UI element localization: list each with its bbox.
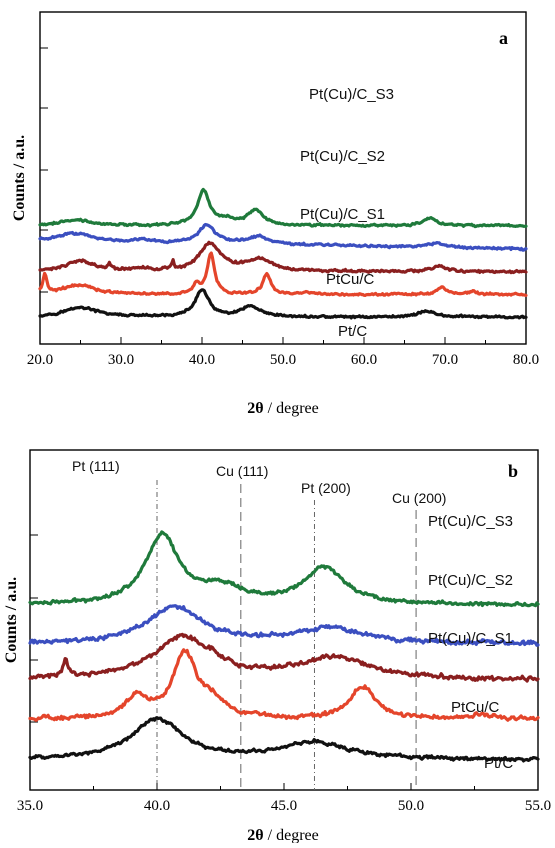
x-ticks-a: 20.0 30.0 40.0 50.0 60.0 70.0 80.0 bbox=[27, 337, 539, 368]
curves-a bbox=[38, 187, 528, 320]
x-axis-label-b: 2θ / degree bbox=[247, 827, 318, 843]
y-axis-label-a: Counts / a.u. bbox=[11, 135, 28, 221]
series-label-b-pt-cu-c-s1: Pt(Cu)/C_S1 bbox=[428, 630, 513, 647]
series-line-a-pt-cu-c-s3 bbox=[38, 187, 528, 229]
reference-label-pt-200: Pt (200) bbox=[301, 480, 351, 496]
x-tick-label-a-4: 60.0 bbox=[351, 352, 377, 368]
series-label-a-pt-cu-c-s2: Pt(Cu)/C_S2 bbox=[300, 148, 385, 165]
series-label-a-pt-c: Pt/C bbox=[338, 323, 367, 340]
series-label-b-pt-c: Pt/C bbox=[484, 755, 513, 772]
series-label-a-ptcu-c: PtCu/C bbox=[326, 271, 375, 288]
x-axis-label-a-symbol: 2θ bbox=[247, 400, 263, 417]
series-labels-b: Pt/C PtCu/C Pt(Cu)/C_S1 Pt(Cu)/C_S2 Pt(Cu)/C… bbox=[428, 513, 513, 772]
panel-label-a: a bbox=[499, 28, 508, 48]
series-label-b-ptcu-c: PtCu/C bbox=[451, 699, 500, 716]
reference-label-cu-200: Cu (200) bbox=[392, 490, 446, 506]
x-tick-label-b-4: 55.0 bbox=[525, 798, 551, 814]
x-tick-label-a-3: 50.0 bbox=[270, 352, 296, 368]
x-tick-label-a-1: 30.0 bbox=[108, 352, 134, 368]
y-ticks-a bbox=[40, 47, 48, 293]
x-tick-label-a-5: 70.0 bbox=[432, 352, 458, 368]
reference-label-cu-111: Cu (111) bbox=[216, 463, 268, 479]
series-label-b-pt-cu-c-s3: Pt(Cu)/C_S3 bbox=[428, 513, 513, 530]
series-line-a-pt-cu-c-s2 bbox=[38, 222, 528, 252]
x-tick-label-b-1: 40.0 bbox=[144, 798, 170, 814]
series-line-b-ptcu-c bbox=[28, 648, 540, 722]
x-tick-label-b-3: 50.0 bbox=[398, 798, 424, 814]
panel-a: 20.0 30.0 40.0 50.0 60.0 70.0 80.0 Pt/CPtCu/CP… bbox=[11, 11, 539, 417]
series-line-a-ptcu-c bbox=[38, 251, 528, 297]
reference-lines-b: Pt (111) Cu (111) Pt (200) Cu (200) bbox=[72, 458, 446, 790]
series-line-b-pt-cu-c-s1 bbox=[28, 632, 540, 683]
x-tick-label-b-0: 35.0 bbox=[17, 798, 43, 814]
series-line-b-pt-cu-c-s2 bbox=[28, 604, 540, 647]
series-line-a-pt-c bbox=[38, 288, 528, 320]
y-axis-label-b: Counts / a.u. bbox=[3, 577, 20, 663]
x-axis-label-a: 2θ / degree bbox=[247, 400, 318, 417]
curves-b bbox=[28, 530, 540, 763]
x-tick-label-a-6: 80.0 bbox=[513, 352, 539, 368]
reference-label-pt-111: Pt (111) bbox=[72, 458, 120, 474]
x-axis-label-b-unit: / degree bbox=[264, 827, 319, 843]
series-line-b-pt-cu-c-s3 bbox=[28, 530, 540, 608]
x-tick-label-a-0: 20.0 bbox=[27, 352, 53, 368]
x-tick-label-b-2: 45.0 bbox=[271, 798, 297, 814]
x-tick-label-a-2: 40.0 bbox=[189, 352, 215, 368]
panel-label-b: b bbox=[508, 461, 518, 481]
y-ticks-b bbox=[30, 534, 38, 723]
plot-frame-b bbox=[29, 449, 539, 791]
series-label-a-pt-cu-c-s3: Pt(Cu)/C_S3 bbox=[309, 86, 394, 103]
series-label-b-pt-cu-c-s2: Pt(Cu)/C_S2 bbox=[428, 572, 513, 589]
x-ticks-b: 35.0 40.0 45.0 50.0 55.0 bbox=[17, 783, 551, 814]
x-axis-label-b-symbol: 2θ bbox=[247, 827, 263, 843]
x-axis-label-a-unit: / degree bbox=[264, 400, 319, 417]
series-line-a-pt-cu-c-s1 bbox=[38, 240, 528, 275]
series-label-a-pt-cu-c-s1: Pt(Cu)/C_S1 bbox=[300, 206, 385, 223]
series-labels-a: Pt/C PtCu/C Pt(Cu)/C_S1 Pt(Cu)/C_S2 Pt(Cu)/C… bbox=[300, 86, 394, 340]
panel-b: Pt (111) Cu (111) Pt (200) Cu (200) 35.0 40.… bbox=[3, 449, 551, 844]
series-line-b-pt-c bbox=[28, 716, 540, 763]
